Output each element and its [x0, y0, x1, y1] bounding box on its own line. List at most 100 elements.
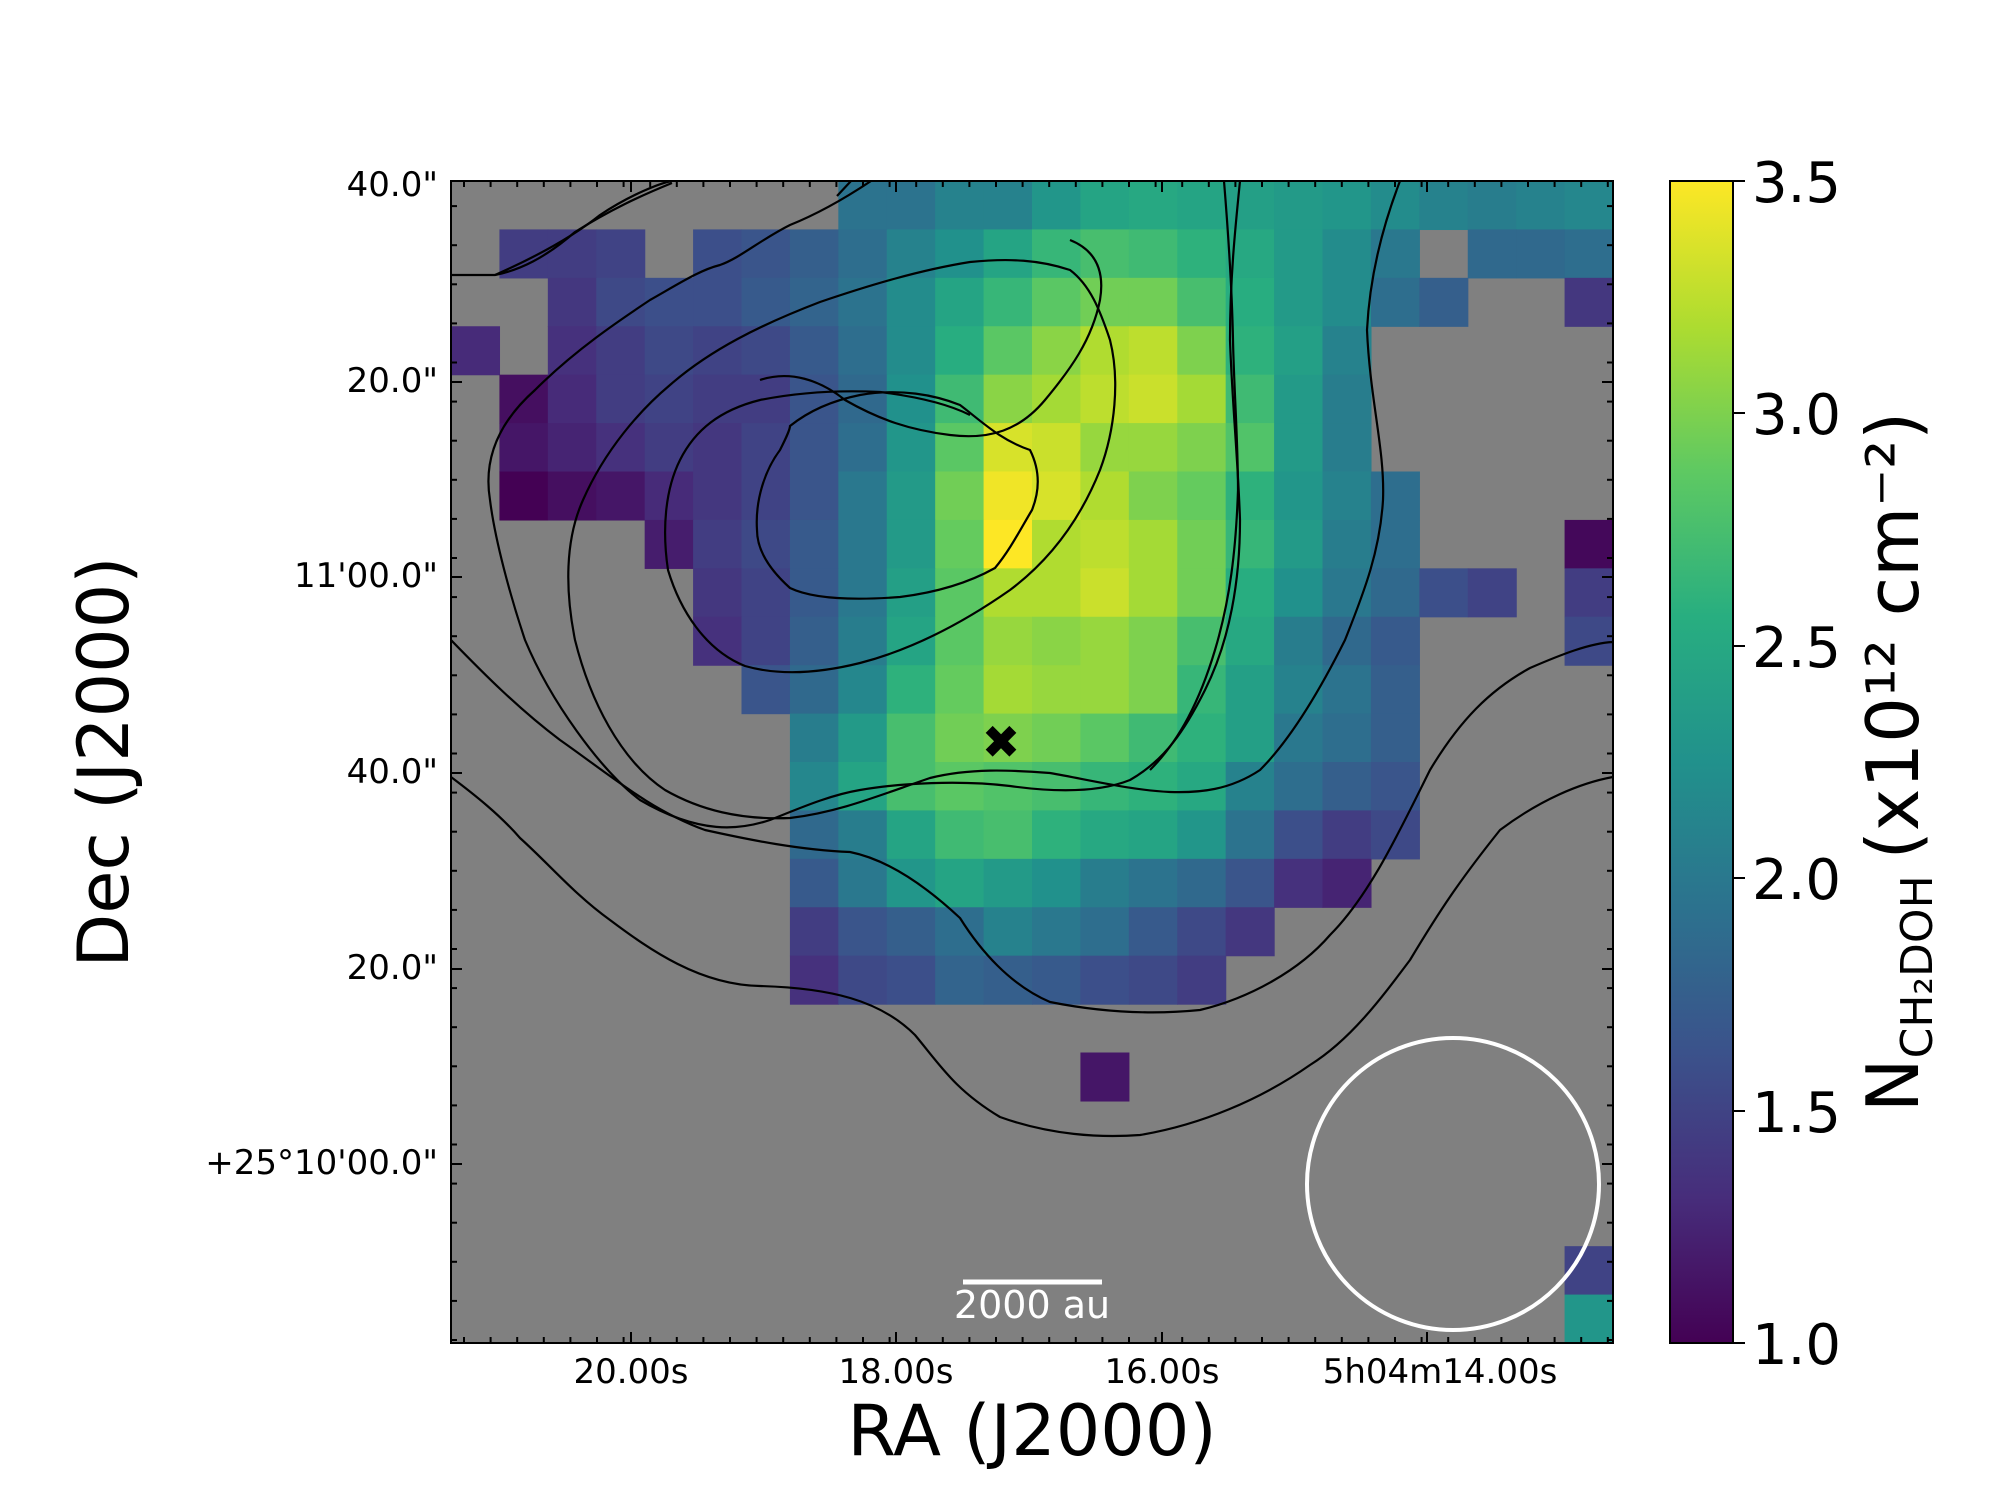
heatmap-cell: [1322, 762, 1372, 812]
heatmap-cell: [983, 374, 1033, 424]
heatmap-cell: [1032, 326, 1082, 376]
x-tick-label: 5h04m14.00s: [1323, 1352, 1558, 1392]
contour-inner: [759, 238, 1103, 438]
heatmap-cell: [1274, 568, 1324, 618]
heatmap-cell: [983, 277, 1033, 327]
source-marker: ✖: [982, 715, 1021, 769]
colorbar-tick-label: 1.5: [1752, 1081, 1841, 1146]
heatmap-cell: [886, 858, 936, 908]
heatmap-cell: [1177, 762, 1227, 812]
heatmap-cell: [1032, 229, 1082, 279]
colorbar-label-main: N: [1851, 1058, 1935, 1112]
heatmap-cell: [1274, 277, 1324, 327]
heatmap-cell: [1274, 181, 1324, 231]
heatmap-cell: [741, 665, 791, 715]
colorbar-label-sub: CH₂DOH: [1892, 875, 1943, 1058]
heatmap-cell: [789, 713, 839, 763]
heatmap-cell: [741, 616, 791, 666]
heatmap-cell: [1128, 568, 1178, 618]
heatmap-cell: [935, 568, 985, 618]
contour-lines: [451, 181, 1613, 1138]
heatmap-cell: [983, 907, 1033, 957]
colorbar: [1669, 180, 1734, 1344]
heatmap-cell: [983, 471, 1033, 521]
heatmap-cell: [1128, 713, 1178, 763]
heatmap-cell: [693, 568, 743, 618]
heatmap-cell: [983, 858, 1033, 908]
heatmap-cell: [1177, 858, 1227, 908]
y-tick-label: 11'00.0": [294, 556, 438, 596]
heatmap-cell: [983, 616, 1033, 666]
contour-level-6: [1149, 181, 1240, 771]
heatmap-cell: [1032, 665, 1082, 715]
heatmap-cell: [1225, 471, 1275, 521]
heatmap-cell: [1032, 471, 1082, 521]
heatmap-cell: [547, 326, 597, 376]
heatmap-cell: [1370, 277, 1420, 327]
heatmap-cell: [693, 471, 743, 521]
heatmap-cell: [1370, 568, 1420, 618]
heatmap-cell: [1274, 858, 1324, 908]
colorbar-label-units: (x10¹² cm⁻²): [1851, 412, 1935, 860]
heatmap-cell: [1080, 1052, 1130, 1102]
heatmap-cell: [935, 713, 985, 763]
heatmap-cell: [1225, 181, 1275, 231]
heatmap-cell: [838, 858, 888, 908]
heatmap-cell: [693, 229, 743, 279]
heatmap-cell: [1274, 374, 1324, 424]
heatmap-cell: [644, 277, 694, 327]
heatmap-cell: [1225, 423, 1275, 473]
heatmap-cell: [1128, 810, 1178, 860]
heatmap-cell: [596, 229, 646, 279]
heatmap-cell: [741, 277, 791, 327]
heatmap-cell: [1467, 229, 1517, 279]
heatmap-cell: [838, 229, 888, 279]
heatmap-cell: [1564, 277, 1614, 327]
heatmap-cell: [983, 519, 1033, 569]
heatmap-cell: [1370, 181, 1420, 231]
colorbar-tick-label: 1.0: [1752, 1313, 1841, 1378]
heatmap-cell: [935, 616, 985, 666]
colorbar-tick-label: 3.0: [1752, 383, 1841, 448]
heatmap-cell: [1225, 568, 1275, 618]
heatmap-cell: [838, 568, 888, 618]
heatmap-cell: [1370, 229, 1420, 279]
heatmap-cell: [1322, 423, 1372, 473]
heatmap-cell: [1080, 277, 1130, 327]
heatmap-cell: [1322, 519, 1372, 569]
heatmap-cell: [693, 277, 743, 327]
y-tick-label: 40.0": [347, 165, 438, 205]
heatmap-cell: [838, 423, 888, 473]
heatmap-cell: [1274, 616, 1324, 666]
heatmap-cell: [1274, 519, 1324, 569]
heatmap-cell: [886, 713, 936, 763]
heatmap-cell: [1322, 665, 1372, 715]
heatmap-cell: [1128, 374, 1178, 424]
heatmap-cell: [1177, 810, 1227, 860]
heatmap-cell: [1225, 665, 1275, 715]
heatmap-cell: [983, 665, 1033, 715]
contour-peak: [755, 391, 1039, 600]
heatmap-cell: [886, 665, 936, 715]
heatmap-cell: [1032, 713, 1082, 763]
heatmap-cell: [1274, 326, 1324, 376]
heatmap-cell: [935, 471, 985, 521]
heatmap-cell: [1177, 907, 1227, 957]
heatmap-cell: [1564, 616, 1614, 666]
heatmap-cell: [1128, 616, 1178, 666]
heatmap-cell: [1370, 665, 1420, 715]
heatmap-cell: [789, 326, 839, 376]
heatmap-cell: [886, 907, 936, 957]
heatmap-cell: [644, 423, 694, 473]
heatmap-cell: [789, 229, 839, 279]
heatmap-cell: [789, 616, 839, 666]
heatmap-cell: [1467, 568, 1517, 618]
heatmap-cell: [838, 616, 888, 666]
heatmap-cell: [935, 907, 985, 957]
heatmap-cell: [1080, 374, 1130, 424]
heatmap-cell: [693, 519, 743, 569]
heatmap-cell: [1128, 858, 1178, 908]
heatmap-cell: [838, 277, 888, 327]
heatmap-cell: [1080, 907, 1130, 957]
heatmap-cell: [547, 229, 597, 279]
